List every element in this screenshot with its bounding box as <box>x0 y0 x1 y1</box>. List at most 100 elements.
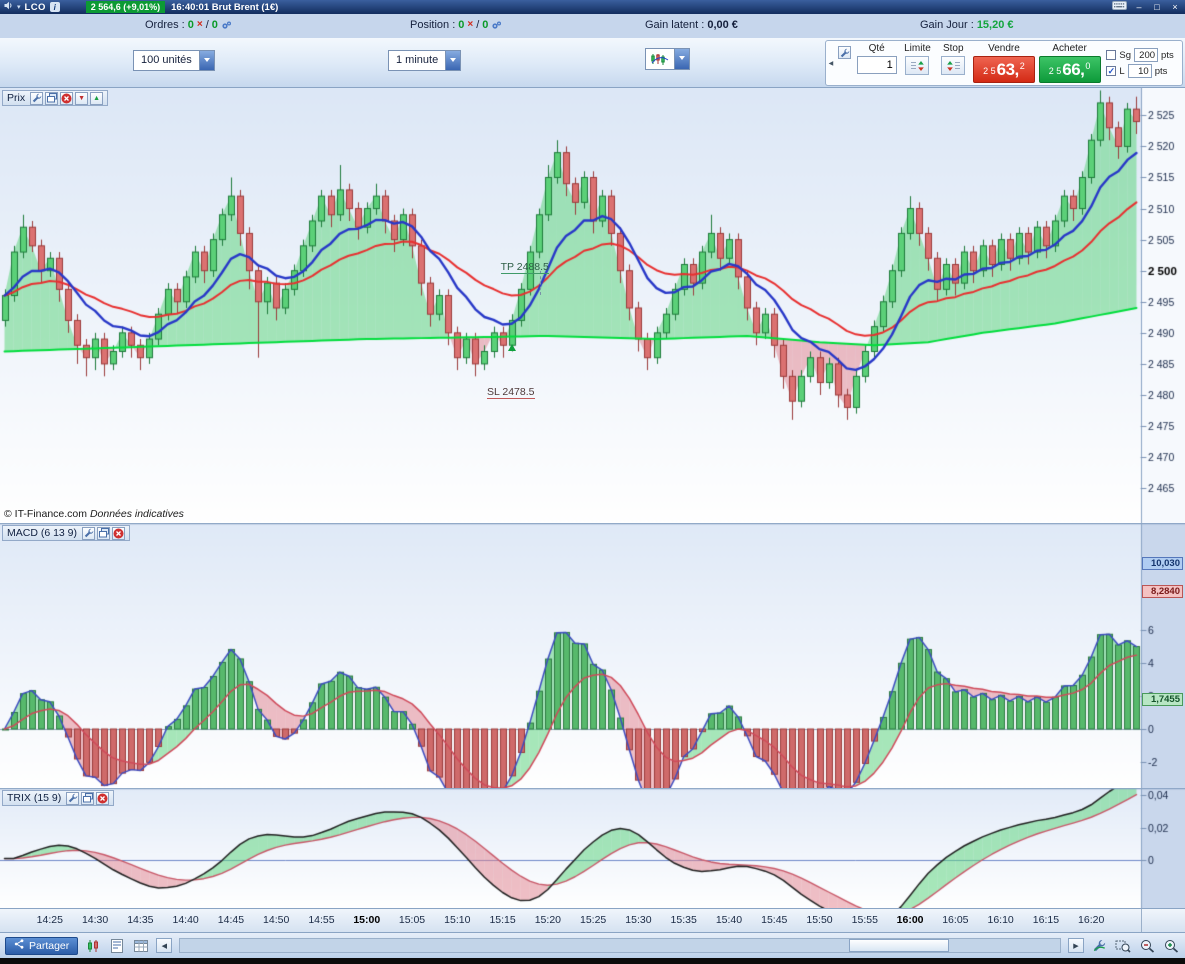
orders-count: 0 <box>187 19 194 31</box>
close-button[interactable]: × <box>1169 2 1181 12</box>
statusbar: Ordres : 0 × / 0 Position : 0 × / 0 Gain… <box>0 14 1185 38</box>
price-duplicate-window-icon[interactable] <box>45 91 59 105</box>
sell-button[interactable]: 2 5 63, 2 <box>972 56 1035 83</box>
gain-jour-value: 15,20 € <box>976 19 1014 31</box>
time-axis[interactable]: 14:25 14:30 14:35 14:40 14:45 14:50 14:55 15:00… <box>0 908 1185 932</box>
chart-scrollbar[interactable] <box>179 938 1061 953</box>
zoom-out-icon[interactable] <box>1138 937 1156 955</box>
macd-close-panel-icon[interactable] <box>112 526 126 540</box>
grid-icon[interactable] <box>132 937 150 955</box>
price-move-up-icon[interactable]: ▲ <box>90 91 104 105</box>
time-label: 15:40 <box>715 914 743 926</box>
trix-panel-title: TRIX (15 9) <box>7 792 62 804</box>
limit-distance-input[interactable]: 10 <box>1127 64 1152 78</box>
speaker-icon[interactable] <box>4 1 13 13</box>
indicator-value-badge: 1,7455 <box>1142 693 1183 707</box>
macd-duplicate-window-icon[interactable] <box>97 526 111 540</box>
limit-order-button[interactable] <box>905 56 930 75</box>
take-profit-annotation[interactable]: TP 2488.5 <box>500 260 549 274</box>
stop-distance-input[interactable]: 200 <box>1134 48 1159 62</box>
price-close-panel-icon[interactable] <box>60 91 74 105</box>
limit-label: Limite <box>904 43 931 54</box>
position-working-count: 0 <box>482 19 489 31</box>
take-profit-drop-line <box>540 271 541 295</box>
timeframe-dropdown-arrow-icon[interactable] <box>445 51 461 70</box>
time-label: 15:30 <box>625 914 652 926</box>
scroll-right-button[interactable]: ▶ <box>1068 938 1084 953</box>
share-icon <box>14 939 24 952</box>
trix-chart-canvas[interactable] <box>0 788 1185 908</box>
buy-price-decimal: 0 <box>1085 61 1091 71</box>
zoom-in-icon[interactable] <box>1162 937 1180 955</box>
timeframe-dropdown-value: 1 minute <box>396 54 439 66</box>
time-label: 16:00 <box>896 914 924 926</box>
buy-price-prefix: 2 5 <box>1048 66 1062 76</box>
price-panel-header: Prix ▼ ▲ <box>2 90 109 106</box>
price-settings-wrench-icon[interactable] <box>30 91 44 105</box>
trix-settings-wrench-icon[interactable] <box>66 791 80 805</box>
gain-jour-label: Gain Jour : <box>920 19 974 31</box>
collapse-order-panel-icon[interactable]: ◀ <box>826 42 836 84</box>
keyboard-icon[interactable] <box>1112 1 1127 13</box>
time-label: 15:45 <box>761 914 788 926</box>
share-button[interactable]: Partager <box>5 936 79 955</box>
limit-distance-checkbox[interactable]: ✓ <box>1106 65 1117 76</box>
price-chart-canvas[interactable] <box>0 88 1185 523</box>
chart-style-dropdown[interactable] <box>645 48 690 70</box>
orders-pending-count: 0 <box>211 19 218 31</box>
chart-area: Prix ▼ ▲ MACD (6 13 9) TRIX (15 9) TP 24… <box>0 88 1185 932</box>
buy-price-main: 66, <box>1062 59 1085 79</box>
chart-tools-wrench-icon[interactable] <box>1090 937 1108 955</box>
share-label: Partager <box>29 939 70 952</box>
units-dropdown[interactable]: 100 unités <box>133 50 215 71</box>
chart-scrollbar-thumb[interactable] <box>848 939 949 952</box>
macd-chart-canvas[interactable] <box>0 523 1185 788</box>
cancel-orders-icon[interactable]: × <box>196 19 203 30</box>
time-label: 15:00 <box>353 914 381 926</box>
timeframe-dropdown[interactable]: 1 minute <box>388 50 462 71</box>
minimize-button[interactable]: – <box>1133 2 1145 12</box>
price-change-badge: 2 564,6 (+9,01%) <box>85 1 166 13</box>
macd-settings-wrench-icon[interactable] <box>82 526 96 540</box>
notes-icon[interactable] <box>108 937 126 955</box>
time-label: 15:20 <box>534 914 561 926</box>
quantity-input[interactable] <box>856 56 897 74</box>
time-label: 15:55 <box>851 914 878 926</box>
chart-style-arrow-icon[interactable] <box>674 49 689 69</box>
position-count: 0 <box>458 19 465 31</box>
orders-settings-icon[interactable] <box>221 20 232 30</box>
instrument-dropdown-caret[interactable]: ▾ <box>17 4 21 11</box>
close-position-icon[interactable]: × <box>467 19 474 30</box>
toolbar: 100 unités 1 minute ◀ Qté Limite Stop <box>0 38 1185 88</box>
order-ticket-panel: ◀ Qté Limite Stop Vendre 2 5 63, 2 <box>825 40 1183 86</box>
titlebar: ▾ LCO i 2 564,6 (+9,01%) 16:40:01 Brut B… <box>0 0 1185 14</box>
limit-distance-label: L <box>1119 65 1125 77</box>
info-icon[interactable]: i <box>49 2 60 12</box>
trix-close-panel-icon[interactable] <box>96 791 110 805</box>
maximize-button[interactable]: □ <box>1151 2 1163 12</box>
window-edge <box>0 958 1185 964</box>
stop-order-button[interactable] <box>941 56 966 75</box>
time-label: 16:05 <box>942 914 969 926</box>
time-label: 15:10 <box>444 914 471 926</box>
position-settings-icon[interactable] <box>491 20 502 30</box>
sell-price-prefix: 2 5 <box>983 66 996 76</box>
sell-price-decimal: 2 <box>1019 61 1025 71</box>
stop-loss-annotation[interactable]: SL 2478.5 <box>487 386 535 400</box>
buy-button[interactable]: 2 5 66, 0 <box>1038 56 1101 83</box>
units-dropdown-arrow-icon[interactable] <box>198 51 214 70</box>
chart-list-icon[interactable] <box>84 937 102 955</box>
stop-distance-unit: pts <box>1161 49 1174 61</box>
order-settings-wrench-icon[interactable] <box>838 46 852 59</box>
scroll-left-button[interactable]: ◀ <box>156 938 173 953</box>
zoom-selection-icon[interactable] <box>1114 937 1132 955</box>
price-move-down-icon[interactable]: ▼ <box>75 91 89 105</box>
time-label: 14:55 <box>308 914 335 926</box>
time-label: 16:20 <box>1078 914 1105 926</box>
bottombar: Partager ◀ ▶ <box>0 932 1185 958</box>
stop-guaranteed-checkbox[interactable] <box>1106 50 1117 60</box>
stop-label: Stop <box>942 43 964 54</box>
trix-duplicate-window-icon[interactable] <box>81 791 95 805</box>
indicator-value-badge: 8,2840 <box>1142 585 1183 599</box>
time-label: 15:15 <box>489 914 516 926</box>
